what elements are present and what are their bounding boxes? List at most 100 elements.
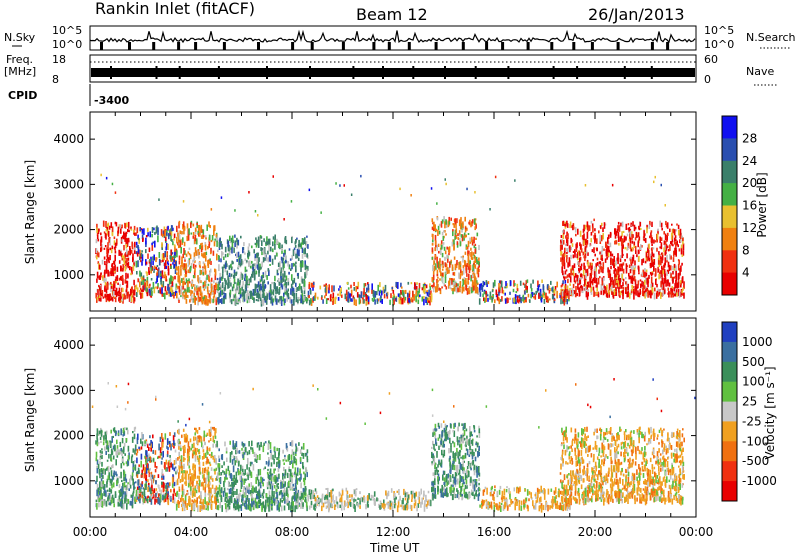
echo-cell xyxy=(201,505,204,510)
echo-cell xyxy=(289,258,292,261)
echo-cell xyxy=(110,281,112,285)
echo-cell xyxy=(178,493,180,500)
echo-cell xyxy=(643,291,646,294)
echo-cell xyxy=(210,456,212,459)
echo-cell xyxy=(153,270,155,273)
echo-cell xyxy=(608,289,610,295)
echo-cell xyxy=(441,219,444,224)
echo-cell xyxy=(116,448,119,456)
echo-cell xyxy=(155,257,157,263)
echo-cell xyxy=(206,501,208,507)
echo-cell xyxy=(282,270,284,273)
echo-cell xyxy=(194,275,196,279)
echo-cell xyxy=(594,266,596,272)
echo-cell xyxy=(96,503,98,510)
echo-cell xyxy=(205,256,207,262)
echo-cell xyxy=(554,286,557,291)
echo-cell xyxy=(266,275,268,280)
echo-cell xyxy=(206,432,209,436)
echo-cell xyxy=(192,463,195,468)
echo-cell xyxy=(427,294,430,297)
echo-cell xyxy=(305,298,307,302)
echo-cell xyxy=(108,499,110,505)
echo-cell xyxy=(457,237,460,241)
echo-cell xyxy=(435,263,437,270)
echo-cell xyxy=(235,253,237,257)
echo-cell xyxy=(122,254,124,259)
echo-cell xyxy=(183,449,185,456)
echo-cell xyxy=(598,269,600,274)
echo-cell xyxy=(593,218,595,222)
echo-cell xyxy=(480,286,483,290)
echo-cell xyxy=(184,494,187,497)
echo-cell xyxy=(283,283,286,287)
echo-cell xyxy=(599,234,601,242)
echo-cell xyxy=(99,274,101,280)
echo-cell xyxy=(306,235,308,238)
echo-cell xyxy=(304,264,307,270)
echo-cell xyxy=(376,299,379,302)
echo-cell xyxy=(621,290,623,294)
echo-cell xyxy=(185,473,187,481)
echo-cell xyxy=(193,292,195,297)
echo-cell xyxy=(95,457,98,462)
echo-cell xyxy=(131,270,133,275)
echo-cell xyxy=(305,241,308,248)
echo-cell xyxy=(170,249,173,256)
echo-cell xyxy=(248,298,251,303)
echo-cell xyxy=(207,458,209,464)
echo-cell xyxy=(171,252,174,255)
echo-cell xyxy=(165,489,168,496)
echo-cell xyxy=(300,288,303,293)
echo-cell xyxy=(633,291,636,295)
echo-cell xyxy=(569,287,571,293)
echo-cell xyxy=(156,498,158,503)
echo-cell xyxy=(139,498,141,504)
echo-cell xyxy=(647,277,650,284)
echo-cell xyxy=(209,291,212,296)
echo-cell xyxy=(194,264,197,268)
echo-cell xyxy=(282,449,284,454)
echo-cell xyxy=(96,223,98,230)
echo-cell xyxy=(199,479,201,487)
echo-cell xyxy=(106,489,109,492)
echo-cell xyxy=(615,230,618,236)
echo-cell xyxy=(634,237,637,241)
echo-cell xyxy=(261,248,263,252)
echo-cell xyxy=(470,222,472,228)
echo-cell xyxy=(273,458,275,465)
echo-cell xyxy=(198,277,201,283)
echo-cell xyxy=(207,478,210,482)
echo-cell xyxy=(670,241,672,245)
echo-cell xyxy=(630,276,633,284)
echo-cell xyxy=(215,283,218,291)
echo-cell xyxy=(209,453,211,456)
echo-cell xyxy=(196,429,199,434)
echo-cell xyxy=(266,241,269,246)
echo-cell xyxy=(101,472,103,477)
echo-cell xyxy=(193,449,195,453)
echo-cell xyxy=(284,298,286,303)
echo-cell xyxy=(380,295,382,299)
echo-cell xyxy=(292,291,294,297)
echo-cell xyxy=(196,455,199,460)
echo-cell xyxy=(196,503,198,508)
echo-cell xyxy=(176,287,178,290)
echo-cell xyxy=(495,289,498,295)
echo-cell xyxy=(209,296,211,304)
echo-cell xyxy=(662,290,664,296)
echo-cell xyxy=(165,239,167,243)
echo-cell xyxy=(256,454,259,460)
echo-cell xyxy=(655,292,658,299)
echo-cell xyxy=(624,246,626,250)
echo-cell xyxy=(151,441,153,449)
echo-cell xyxy=(218,484,221,492)
echo-cell xyxy=(436,278,438,283)
echo-cell xyxy=(202,481,204,485)
echo-cell xyxy=(656,290,659,294)
echo-cell xyxy=(517,299,520,304)
echo-cell xyxy=(160,452,163,456)
nsky-panel: N.Sky 10^5 10^0 10^5 10^0 N.Search xyxy=(4,24,796,51)
echo-cell xyxy=(623,235,626,243)
echo-cell xyxy=(98,497,100,502)
